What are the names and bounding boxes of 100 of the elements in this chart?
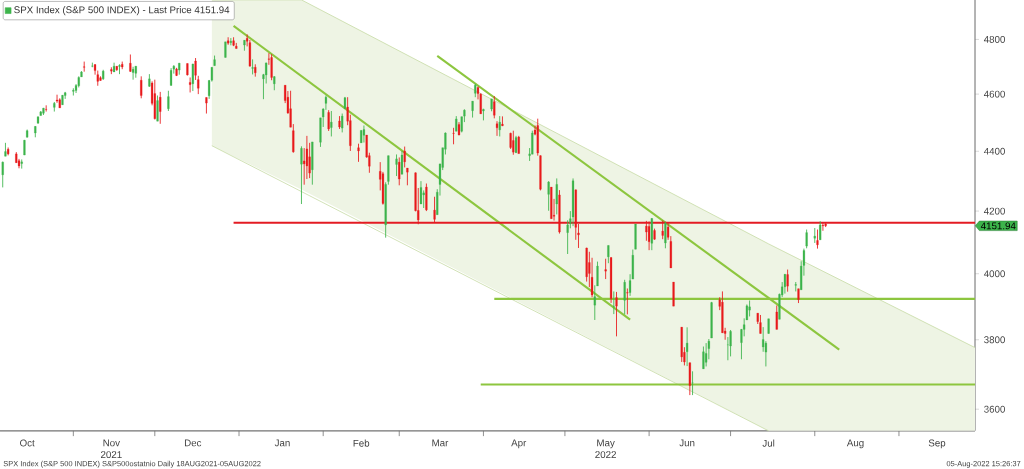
candlestick — [7, 147, 10, 156]
candlestick — [623, 279, 626, 315]
candlestick — [813, 227, 816, 244]
candlestick — [254, 63, 257, 78]
candlestick — [72, 87, 75, 96]
x-tick-label: May — [597, 439, 615, 449]
candlestick — [550, 186, 553, 220]
candlestick — [327, 109, 330, 132]
x-tick-label: Jun — [679, 439, 695, 447]
candlestick — [775, 305, 778, 330]
candlestick — [501, 115, 504, 127]
candlestick — [115, 65, 118, 72]
candlestick — [273, 75, 276, 91]
y-tick-label: 3600 — [984, 405, 1005, 413]
candlestick — [61, 94, 64, 106]
candlestick — [419, 180, 423, 205]
candlestick — [702, 346, 705, 370]
y-tick-label: 4600 — [983, 90, 1005, 98]
candlestick — [140, 75, 143, 99]
candlestick — [748, 300, 751, 317]
candlestick — [300, 145, 303, 205]
candlestick — [156, 95, 159, 122]
candlestick — [205, 97, 208, 114]
y-tick-label: 4800 — [983, 35, 1005, 43]
candlestick — [129, 54, 132, 73]
candlestick — [243, 39, 246, 52]
candlestick — [482, 108, 485, 121]
candlestick — [338, 115, 341, 130]
candlestick — [403, 146, 406, 168]
candlestick — [99, 75, 102, 82]
candlestick — [395, 154, 398, 177]
y-tick-label: 4400 — [983, 147, 1005, 155]
y-tick-label: 4200 — [983, 207, 1005, 215]
candlestick — [26, 129, 29, 138]
candlestick — [604, 258, 607, 280]
text: 2021 — [101, 451, 122, 459]
candlestick — [406, 167, 409, 186]
candlestick — [547, 180, 550, 212]
candlestick — [224, 41, 227, 58]
candlestick — [626, 288, 629, 315]
candlestick — [53, 101, 56, 112]
candlestick — [786, 269, 789, 293]
candlestick — [490, 98, 493, 112]
legend-label: SPX Index (S&P 500 INDEX) - Last Price 4151.94 — [14, 6, 230, 16]
candlestick — [4, 142, 7, 157]
candlestick — [710, 301, 713, 339]
candlestick — [34, 125, 37, 138]
candlestick — [330, 110, 333, 137]
candlestick — [83, 61, 86, 73]
candlestick — [805, 229, 808, 249]
text: 2022 — [595, 451, 616, 459]
candlestick — [178, 62, 181, 76]
x-tick-label: Nov — [103, 439, 120, 447]
candlestick — [425, 183, 428, 212]
x-tick-label: Feb — [353, 439, 370, 447]
candlestick — [91, 62, 94, 68]
candlestick — [797, 288, 800, 304]
candlestick — [767, 318, 770, 335]
candlestick — [186, 63, 189, 76]
candlestick — [58, 97, 61, 109]
candlestick — [493, 95, 496, 119]
candlestick — [672, 281, 675, 307]
candlestick — [148, 73, 151, 88]
candlestick — [759, 314, 762, 334]
x-tick-label: Dec — [184, 439, 202, 447]
candlestick — [270, 53, 273, 81]
candlestick — [634, 223, 637, 250]
x-tick-label: Sep — [928, 439, 946, 449]
candlestick — [357, 143, 360, 163]
candlestick — [607, 245, 610, 264]
x-tick-label: Apr — [511, 439, 527, 449]
candlestick — [311, 141, 314, 186]
candlestick — [45, 104, 48, 112]
candlestick — [113, 62, 116, 73]
y-tick-label: 3800 — [984, 336, 1005, 344]
x-tick-label: Oct — [20, 439, 35, 447]
candlestick — [251, 58, 254, 75]
candlestick — [615, 291, 618, 337]
candlestick — [517, 135, 520, 155]
x-tick-label: Jul — [762, 439, 775, 447]
candlestick — [175, 67, 178, 77]
candlestick — [118, 63, 121, 75]
candlestick — [235, 42, 238, 49]
candlestick — [167, 90, 170, 112]
candlestick — [159, 91, 162, 125]
candlestick — [213, 55, 216, 67]
candlestick — [653, 228, 656, 241]
candlestick — [20, 159, 23, 170]
candlestick — [23, 139, 26, 156]
candlestick — [498, 115, 501, 137]
candlestick — [471, 100, 474, 118]
candlestick — [612, 290, 615, 315]
text: 4151.94 — [980, 222, 1016, 230]
candlestick — [452, 127, 455, 145]
candlestick — [102, 69, 105, 81]
candlestick — [232, 36, 235, 47]
y-tick-label: 4000 — [983, 270, 1005, 278]
candlestick — [341, 113, 344, 133]
candlestick — [680, 326, 683, 363]
x-tick-label: Mar — [432, 439, 449, 447]
